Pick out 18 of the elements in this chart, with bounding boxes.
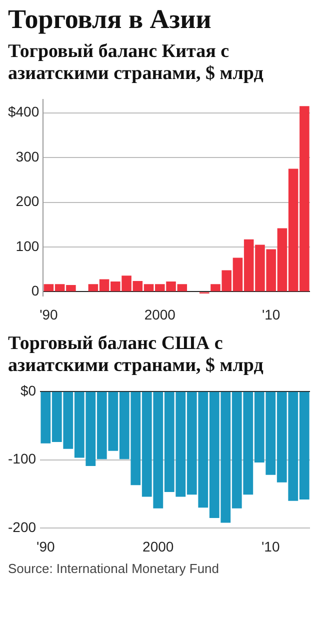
x-tick-label: '10 <box>262 306 280 322</box>
y-tick-label: 300 <box>16 148 40 164</box>
x-tick-label: '90 <box>40 306 58 322</box>
chart-title: Торговля в Азии <box>8 4 212 35</box>
source-note: Source: International Monetary Fund <box>8 561 220 576</box>
y-tick-label: $0 <box>20 382 36 398</box>
x-tick-label: 2000 <box>144 306 176 322</box>
chart-subtitle: Тогровый баланс Китая с азиатскими странами, $ млрд <box>8 41 264 85</box>
y-tick-label: 0 <box>31 282 40 299</box>
x-tick-label: 2000 <box>142 538 174 554</box>
y-tick-label: 200 <box>16 193 40 210</box>
x-tick-label: '90 <box>36 538 55 554</box>
y-tick-label: 100 <box>16 238 40 254</box>
y-tick-label: -100 <box>8 450 36 467</box>
x-tick-label: '10 <box>262 538 280 554</box>
y-tick-label: -200 <box>8 519 36 536</box>
chart-title: Торговый баланс США с азиатскими странами, $ млрд <box>8 333 264 377</box>
y-tick-label: $400 <box>8 104 40 120</box>
